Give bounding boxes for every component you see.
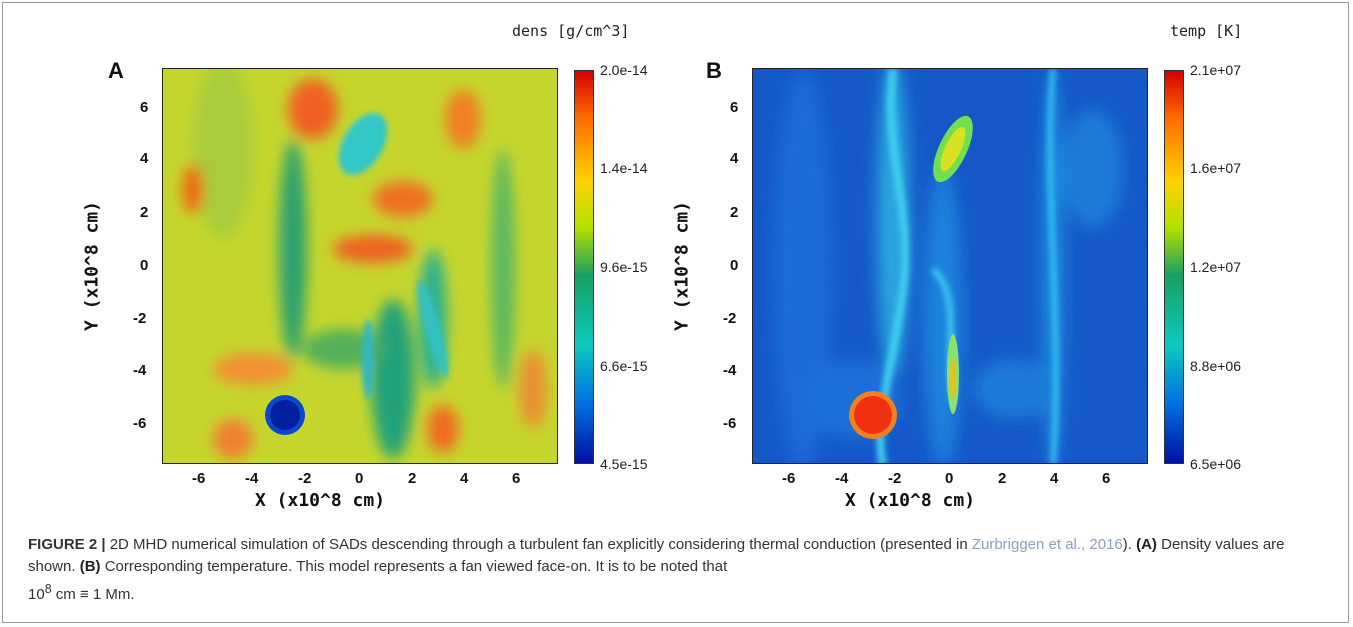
panel-a-ytick: -4 (133, 362, 147, 379)
panel-b-colorbar-tick: 6.5e+06 (1190, 456, 1241, 472)
panel-b-colorbar (1164, 70, 1184, 464)
panel-a-title: dens [g/cm^3] (512, 22, 630, 40)
panel-a-colorbar-tick: 1.4e-14 (600, 160, 648, 176)
panel-b-xtick: 2 (998, 470, 1007, 487)
panel-a-xtick: -4 (245, 470, 259, 487)
panel-a-xlabel: X (x10^8 cm) (255, 490, 386, 511)
panel-b-ytick: -6 (723, 415, 737, 432)
caption-formula-base: 10 (28, 586, 45, 603)
panel-a-xtick: 4 (460, 470, 469, 487)
panel-a-ytick: 0 (140, 257, 149, 274)
caption-figure-label: FIGURE 2 | (28, 536, 106, 553)
panel-a-colorbar (574, 70, 594, 464)
panel-b-ytick: 0 (730, 257, 739, 274)
panel-a-ytick: -2 (133, 310, 147, 327)
panel-a-xtick: -6 (192, 470, 206, 487)
panel-b-colorbar-tick: 1.2e+07 (1190, 259, 1241, 275)
panel-a-ylabel: Y (x10^8 cm) (81, 200, 103, 332)
caption-formula-rest: cm ≡ 1 Mm. (51, 586, 135, 603)
figure-caption: FIGURE 2 | 2D MHD numerical simulation o… (28, 534, 1318, 606)
temperature-map-image (753, 69, 1147, 463)
panel-b-colorbar-tick: 8.8e+06 (1190, 358, 1241, 374)
panel-a-density-map (162, 68, 558, 464)
density-map-image (163, 69, 557, 463)
caption-panel-b-label: (B) (79, 558, 101, 575)
panel-b-xtick: -6 (782, 470, 796, 487)
panel-a-xtick: -2 (298, 470, 312, 487)
caption-text: Corresponding temperature. This model re… (100, 558, 728, 575)
panel-a-label: A (108, 58, 124, 83)
caption-text: 2D MHD numerical simulation of SADs desc… (105, 536, 972, 553)
caption-text: ). (1122, 536, 1137, 553)
panel-b-title: temp [K] (1170, 22, 1243, 40)
panel-a-colorbar-tick: 2.0e-14 (600, 62, 648, 78)
panel-a-colorbar-tick: 9.6e-15 (600, 259, 648, 275)
panel-b-colorbar-tick: 2.1e+07 (1190, 62, 1241, 78)
caption-citation-link[interactable]: Zurbriggen et al., 2016 (971, 536, 1123, 553)
panel-a-colorbar-tick: 6.6e-15 (600, 358, 648, 374)
panel-a-ytick: 4 (140, 150, 149, 167)
panel-b-xtick: -4 (835, 470, 849, 487)
caption-panel-a-label: (A) (1136, 536, 1157, 553)
panel-a-ytick: 6 (140, 99, 149, 116)
panel-b-ytick: 2 (730, 204, 739, 221)
panel-b-label: B (706, 58, 722, 83)
panel-a-ytick: 2 (140, 204, 149, 221)
panel-b-temperature-map (752, 68, 1148, 464)
caption-text: Density values are shown. (28, 536, 1285, 575)
panel-b-xtick: 4 (1050, 470, 1059, 487)
caption-formula-exponent: 8 (44, 582, 52, 596)
panel-b-xtick: 6 (1102, 470, 1111, 487)
panel-a-ytick: -6 (133, 415, 147, 432)
panel-a-xtick: 2 (408, 470, 417, 487)
panel-b-xlabel: X (x10^8 cm) (845, 490, 976, 511)
panel-b-ytick: -2 (723, 310, 737, 327)
panel-a-colorbar-tick: 4.5e-15 (600, 456, 648, 472)
panel-a-xtick: 6 (512, 470, 521, 487)
panel-b-ytick: -4 (723, 362, 737, 379)
panel-b-xtick: 0 (945, 470, 954, 487)
panel-a-xtick: 0 (355, 470, 364, 487)
panel-b-ytick: 6 (730, 99, 739, 116)
panel-b-ylabel: Y (x10^8 cm) (671, 200, 693, 332)
panel-b-xtick: -2 (888, 470, 902, 487)
panel-b-ytick: 4 (730, 150, 739, 167)
panel-b-colorbar-tick: 1.6e+07 (1190, 160, 1241, 176)
